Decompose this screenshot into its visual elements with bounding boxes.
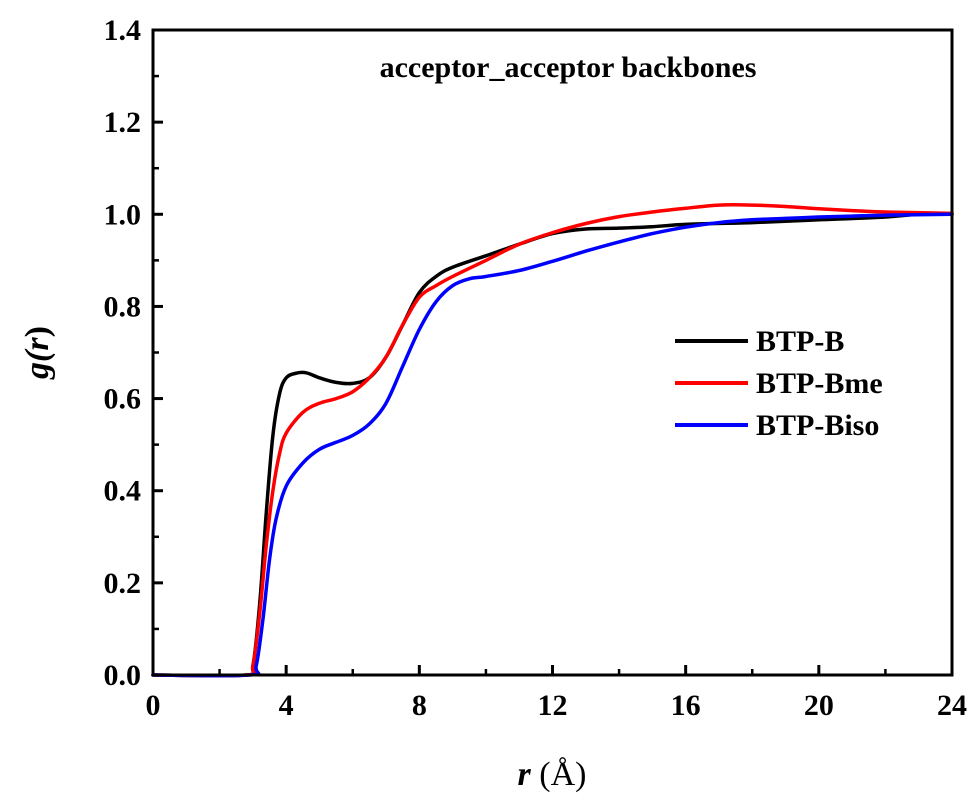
- tick-labels: 0 4 8 12 16 20 24 0.0 0.2 0.4 0.6 0.8 1.0 1.2 1.4: [104, 14, 968, 722]
- legend-label-btp-bme: BTP-Bme: [756, 367, 883, 400]
- y-tick-label: 0.6: [104, 383, 142, 416]
- series-line-btp-biso: [151, 212, 954, 678]
- series-line-btp-bme: [151, 203, 954, 678]
- y-axis-var-r: r: [19, 337, 56, 351]
- x-tick-label: 16: [671, 689, 701, 722]
- x-tick-label: 24: [937, 689, 967, 722]
- legend-label-btp-biso: BTP-Biso: [756, 409, 879, 442]
- x-tick-label: 12: [538, 689, 568, 722]
- y-tick-label: 0.2: [104, 567, 142, 600]
- y-axis-close: ): [19, 326, 56, 337]
- x-tick-label: 4: [279, 689, 294, 722]
- plot-frame: [151, 28, 954, 677]
- y-tick-label: 1.4: [104, 14, 142, 47]
- legend: BTP-B BTP-Bme BTP-Biso: [675, 325, 883, 442]
- series-lines: [151, 203, 954, 678]
- x-tick-label: 20: [804, 689, 834, 722]
- x-axis-title: r (Å): [518, 756, 587, 793]
- y-axis-var: g(: [19, 348, 56, 380]
- series-line-btp-b: [151, 212, 954, 678]
- y-tick-label: 0.4: [104, 475, 142, 508]
- y-tick-label: 0.8: [104, 290, 142, 323]
- x-axis-unit: (Å): [531, 756, 587, 793]
- x-tick-label: 8: [412, 689, 427, 722]
- legend-label-btp-b: BTP-B: [756, 325, 844, 358]
- x-tick-label: 0: [146, 689, 161, 722]
- x-axis-var: r: [518, 756, 532, 793]
- chart-title: acceptor_acceptor backbones: [380, 51, 757, 84]
- y-axis-title: g(r): [19, 326, 56, 380]
- y-tick-label: 0.0: [104, 659, 142, 692]
- y-tick-label: 1.2: [104, 106, 142, 139]
- y-tick-label: 1.0: [104, 198, 142, 231]
